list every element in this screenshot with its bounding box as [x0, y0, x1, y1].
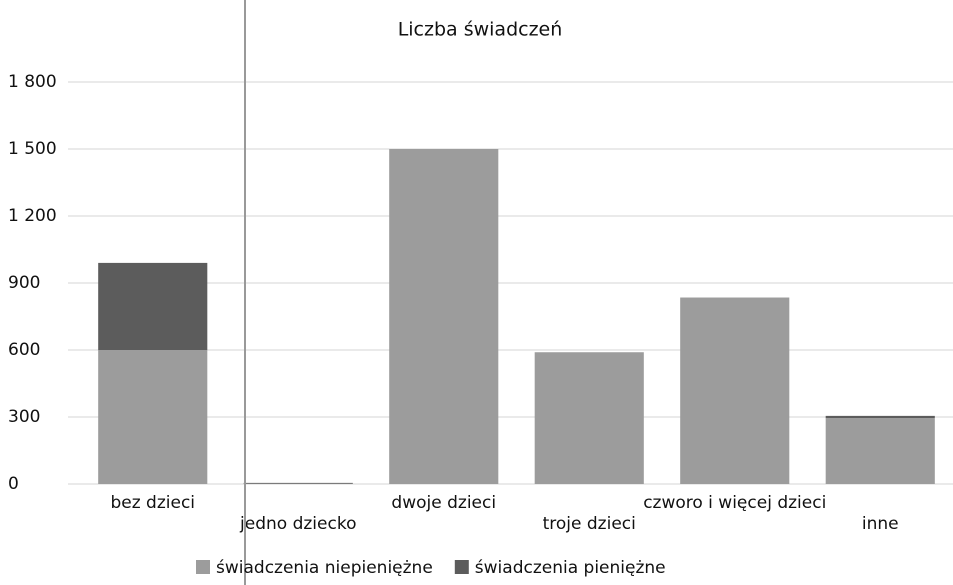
bar-segment — [825, 415, 935, 419]
legend-swatch — [454, 560, 469, 574]
x-tick-label: troje dzieci — [543, 514, 636, 534]
bar-segment — [98, 262, 208, 350]
legend-label: świadczenia niepieniężne — [216, 558, 433, 578]
bar-segment — [534, 352, 644, 484]
y-tick-label: 900 — [8, 273, 40, 293]
x-tick-label: czworo i więcej dzieci — [643, 493, 826, 513]
bar-segment — [680, 297, 790, 484]
y-tick-label: 300 — [8, 407, 40, 427]
legend-swatch — [196, 560, 210, 574]
chart-title: Liczba świadczeń — [398, 19, 563, 41]
bar-segment — [243, 482, 353, 484]
legend-label: świadczenia pieniężne — [475, 558, 666, 578]
y-tick-label: 1 800 — [8, 72, 57, 92]
y-tick-label: 1 500 — [8, 139, 57, 159]
x-tick-label: dwoje dzieci — [391, 493, 496, 513]
bar-segment — [98, 350, 208, 484]
bar-segment — [389, 149, 499, 484]
y-tick-label: 1 200 — [8, 206, 57, 226]
x-tick-label: jedno dziecko — [239, 514, 356, 534]
x-tick-label: bez dzieci — [110, 493, 195, 513]
x-tick-label: inne — [862, 514, 899, 534]
y-tick-label: 0 — [8, 474, 19, 494]
y-tick-label: 600 — [8, 340, 40, 360]
bar-segment — [825, 418, 935, 484]
